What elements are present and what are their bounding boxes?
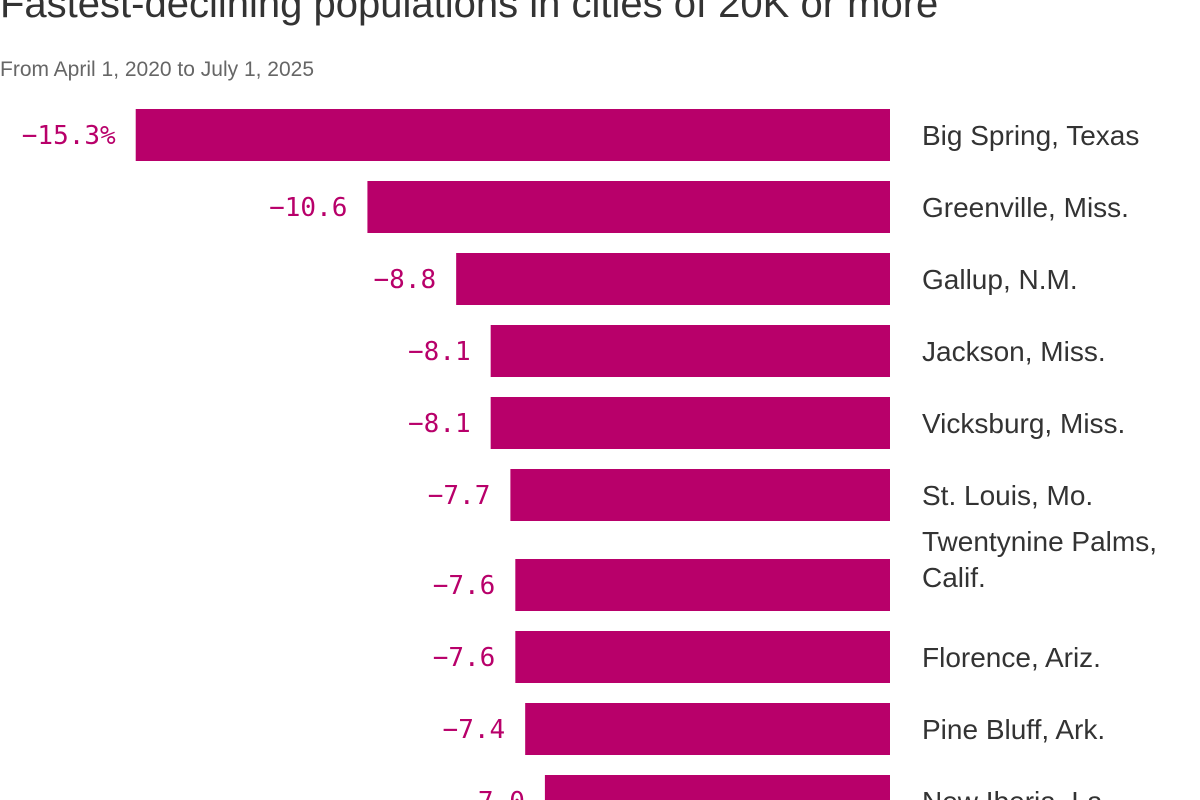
value-label-5: −7.7 [428, 481, 491, 511]
category-label-9: New Iberia, La. [922, 786, 1110, 800]
bar-2 [456, 253, 890, 305]
bar-9 [544, 775, 890, 800]
value-label-2: −8.8 [374, 265, 437, 295]
category-label-5: St. Louis, Mo. [922, 480, 1093, 511]
bar-3 [490, 325, 890, 377]
category-label-7: Florence, Ariz. [922, 642, 1101, 673]
bar-1 [367, 181, 890, 233]
category-label-3: Jackson, Miss. [922, 336, 1106, 367]
value-label-9: −7.0 [462, 787, 525, 800]
chart-subtitle: From April 1, 2020 to July 1, 2025 [0, 58, 315, 81]
bar-4 [490, 397, 890, 449]
bar-7 [515, 631, 890, 683]
value-label-4: −8.1 [408, 409, 471, 439]
category-label-1: Greenville, Miss. [922, 192, 1129, 223]
value-label-3: −8.1 [408, 337, 471, 367]
category-label-6: Twentynine Palms, Calif. [922, 526, 1157, 593]
value-label-7: −7.6 [433, 643, 496, 673]
bar-6 [515, 559, 890, 611]
category-label-8: Pine Bluff, Ark. [922, 714, 1105, 745]
category-label-2: Gallup, N.M. [922, 264, 1078, 295]
value-label-6: −7.6 [433, 571, 496, 601]
value-label-0: −15.3% [22, 121, 116, 151]
value-label-8: −7.4 [443, 715, 506, 745]
category-label-0: Big Spring, Texas [922, 120, 1139, 151]
bar-5 [510, 469, 890, 521]
value-label-1: −10.6 [269, 193, 347, 223]
bar-8 [525, 703, 890, 755]
category-label-4: Vicksburg, Miss. [922, 408, 1125, 439]
chart-title: Fastest-declining populations in cities … [0, 0, 939, 26]
bar-0 [135, 109, 890, 161]
